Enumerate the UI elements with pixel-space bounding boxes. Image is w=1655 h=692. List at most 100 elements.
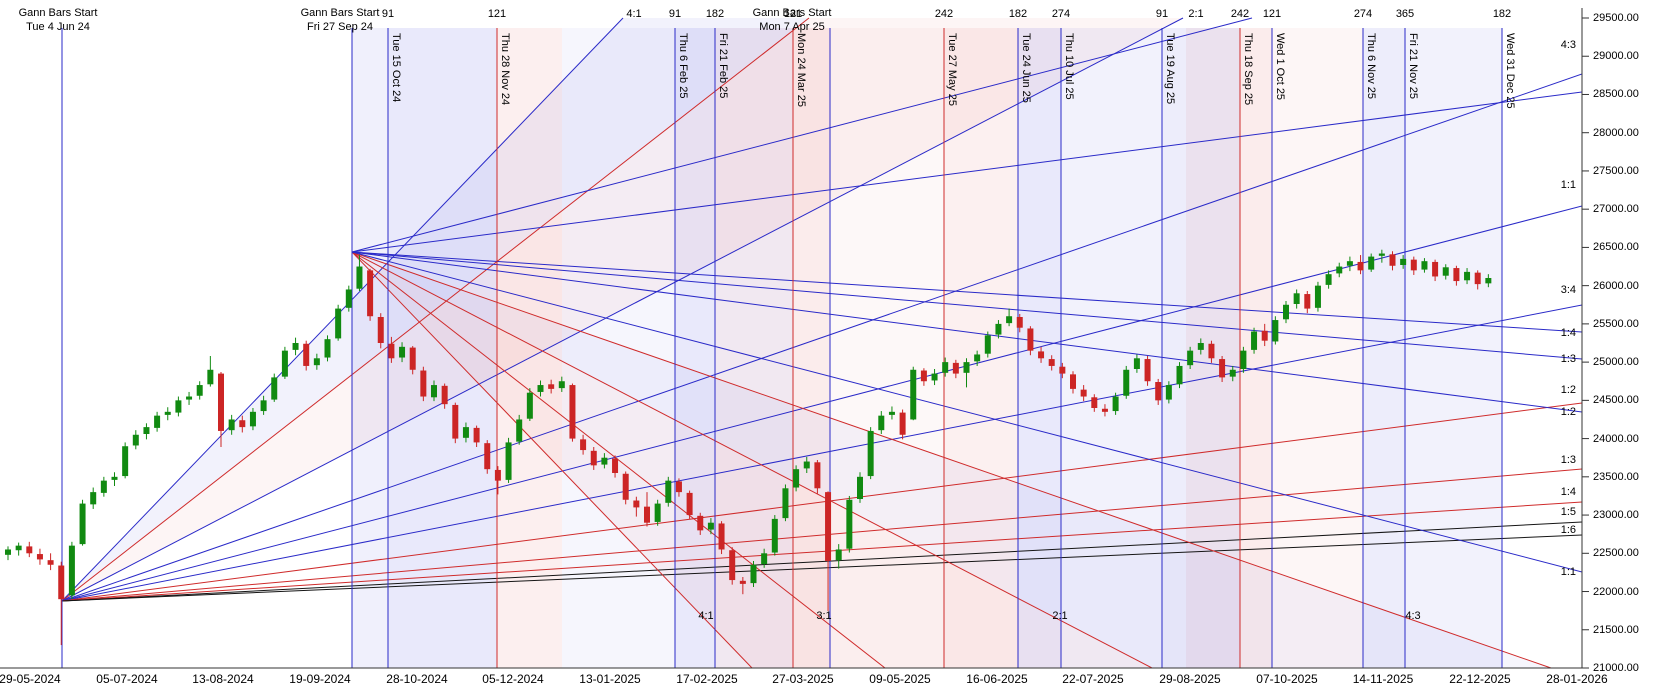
candle-body <box>494 469 501 481</box>
gann-fan-line <box>351 251 753 668</box>
candle-body <box>1485 278 1492 284</box>
candle-body <box>526 392 533 419</box>
gann-fan-line <box>351 251 1153 668</box>
candle-body <box>1474 272 1481 285</box>
time-cycle-band <box>1363 28 1405 668</box>
gann-fan-line <box>351 91 1582 253</box>
candle-body <box>441 385 448 405</box>
candle-body <box>249 411 256 427</box>
candle-body <box>1080 389 1087 397</box>
candle-body <box>1165 385 1172 400</box>
candle-body <box>1070 374 1076 389</box>
candle-body <box>281 350 288 377</box>
candle-body <box>654 503 661 522</box>
gann-fan-line <box>61 17 810 602</box>
candle-body <box>356 266 363 289</box>
candle-body <box>164 411 171 415</box>
candle-body <box>612 458 619 473</box>
candle-body <box>1442 267 1449 276</box>
candle-body <box>196 385 203 396</box>
candle-body <box>271 377 278 400</box>
candle-body <box>58 565 65 600</box>
candle-body <box>558 381 565 389</box>
candle-body <box>1229 369 1236 377</box>
candle-body <box>399 346 406 358</box>
candle-body <box>1304 294 1311 309</box>
candle-body <box>718 523 725 550</box>
candle-body <box>1187 350 1194 366</box>
candle-body <box>1048 359 1055 366</box>
candle-body <box>974 354 981 362</box>
candle-body <box>1314 285 1321 308</box>
candle-body <box>345 289 352 308</box>
candle-body <box>377 317 384 343</box>
candle-body <box>260 400 267 412</box>
candle-body <box>1464 271 1471 281</box>
candle-body <box>324 339 331 358</box>
candle-body <box>420 370 427 397</box>
candle-body <box>729 550 736 581</box>
candle-body <box>26 546 33 554</box>
candle-body <box>590 450 597 466</box>
candle-body <box>175 400 182 413</box>
time-cycle-band <box>1018 28 1061 668</box>
candle-body <box>569 385 576 439</box>
candle-body <box>686 492 693 516</box>
candle-body <box>484 443 491 470</box>
candle-body <box>1240 350 1247 369</box>
candle-body <box>750 564 757 584</box>
gann-fan-line <box>61 304 1582 602</box>
candle-body <box>867 430 874 477</box>
candle-body <box>601 457 608 465</box>
candle-body <box>878 415 885 431</box>
candle-body <box>739 580 746 584</box>
candle-body <box>1016 317 1023 328</box>
candle-body <box>111 476 118 480</box>
candle-body <box>942 362 949 373</box>
candle-body <box>15 545 22 551</box>
gann-fan-line <box>351 251 1582 333</box>
candle-body <box>548 384 555 389</box>
gann-fan-line <box>351 251 1552 668</box>
candle-body <box>920 370 927 382</box>
candle-body <box>1038 351 1045 359</box>
candle-body <box>1410 259 1417 271</box>
candle-body <box>910 369 917 420</box>
candle-body <box>888 411 895 415</box>
candle-body <box>409 347 416 370</box>
gann-fan-line <box>61 521 1582 602</box>
candle-body <box>313 358 320 366</box>
gann-fan-line <box>61 402 1582 602</box>
gann-fan-line <box>61 73 1582 602</box>
candle-body <box>462 427 469 438</box>
candle-body <box>303 343 310 366</box>
time-cycle-band <box>1061 28 1162 668</box>
candle-body <box>1325 274 1332 285</box>
candle-body <box>186 396 193 400</box>
candle-body <box>782 488 789 519</box>
candle-body <box>633 500 640 508</box>
candle-body <box>1432 261 1439 277</box>
candle-body <box>1283 304 1289 320</box>
candle-body <box>367 270 374 317</box>
candle-body <box>1261 330 1268 341</box>
gann-fan-line <box>351 251 886 668</box>
candle-body <box>835 549 842 561</box>
candle-body <box>761 553 768 564</box>
candle-body <box>697 515 704 531</box>
candle-body <box>1123 369 1130 396</box>
candle-body <box>79 503 86 545</box>
gann-fan-line <box>61 468 1582 602</box>
candle-body <box>1219 359 1226 378</box>
candle-body <box>899 412 906 435</box>
time-cycle-band <box>562 28 675 668</box>
candle-body <box>857 476 863 499</box>
candle-body <box>239 420 246 428</box>
candle-body <box>1368 256 1375 270</box>
gann-fan-line <box>351 251 1582 573</box>
candle-body <box>1389 254 1396 266</box>
candle-body <box>803 461 810 469</box>
candle-body <box>1378 253 1385 256</box>
gann-fan-line <box>351 17 1253 253</box>
